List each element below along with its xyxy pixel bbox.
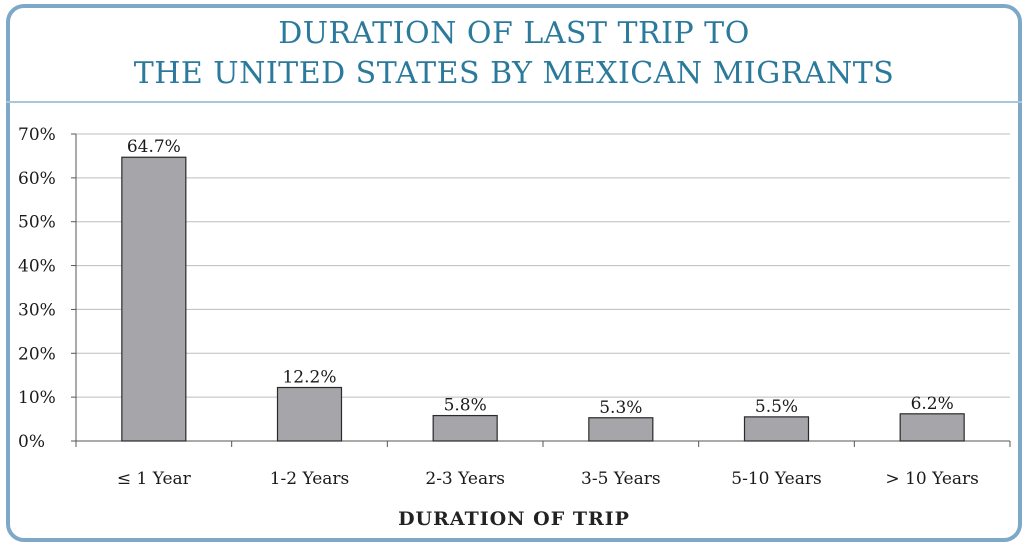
category-label: ≤ 1 Year [117, 469, 192, 489]
y-tick-label: 20% [18, 344, 56, 364]
category-label: 5-10 Years [731, 469, 821, 489]
data-label: 5.5% [755, 397, 798, 417]
bar [899, 413, 965, 442]
data-label: 64.7% [127, 137, 181, 157]
data-label: 6.2% [911, 394, 954, 414]
y-tick-label: 70% [18, 125, 56, 145]
y-tick-label: 10% [18, 388, 56, 408]
data-label: 5.3% [599, 398, 642, 418]
bar [276, 386, 343, 442]
y-tick-label: 50% [18, 213, 56, 233]
x-axis-label: DURATION OF TRIP [398, 508, 630, 530]
y-tick-label: 0% [18, 432, 45, 452]
y-tick-label: 60% [18, 169, 56, 189]
chart-title-line-1: DURATION OF LAST TRIP TO [278, 16, 750, 51]
category-label: 3-5 Years [581, 469, 661, 489]
y-tick-label: 40% [18, 257, 56, 277]
category-label: > 10 Years [885, 469, 978, 489]
bar [432, 414, 498, 442]
category-label: 2-3 Years [425, 469, 505, 489]
bar [121, 156, 187, 442]
data-label: 5.8% [444, 396, 487, 416]
y-tick-label: 30% [18, 300, 56, 320]
title-divider [6, 101, 1022, 103]
chart-title: DURATION OF LAST TRIP TO THE UNITED STAT… [0, 14, 1028, 94]
bar [588, 417, 654, 442]
data-label: 12.2% [282, 367, 336, 387]
chart-title-line-2: THE UNITED STATES BY MEXICAN MIGRANTS [133, 56, 895, 91]
category-label: 1-2 Years [270, 469, 350, 489]
bar [743, 416, 810, 442]
